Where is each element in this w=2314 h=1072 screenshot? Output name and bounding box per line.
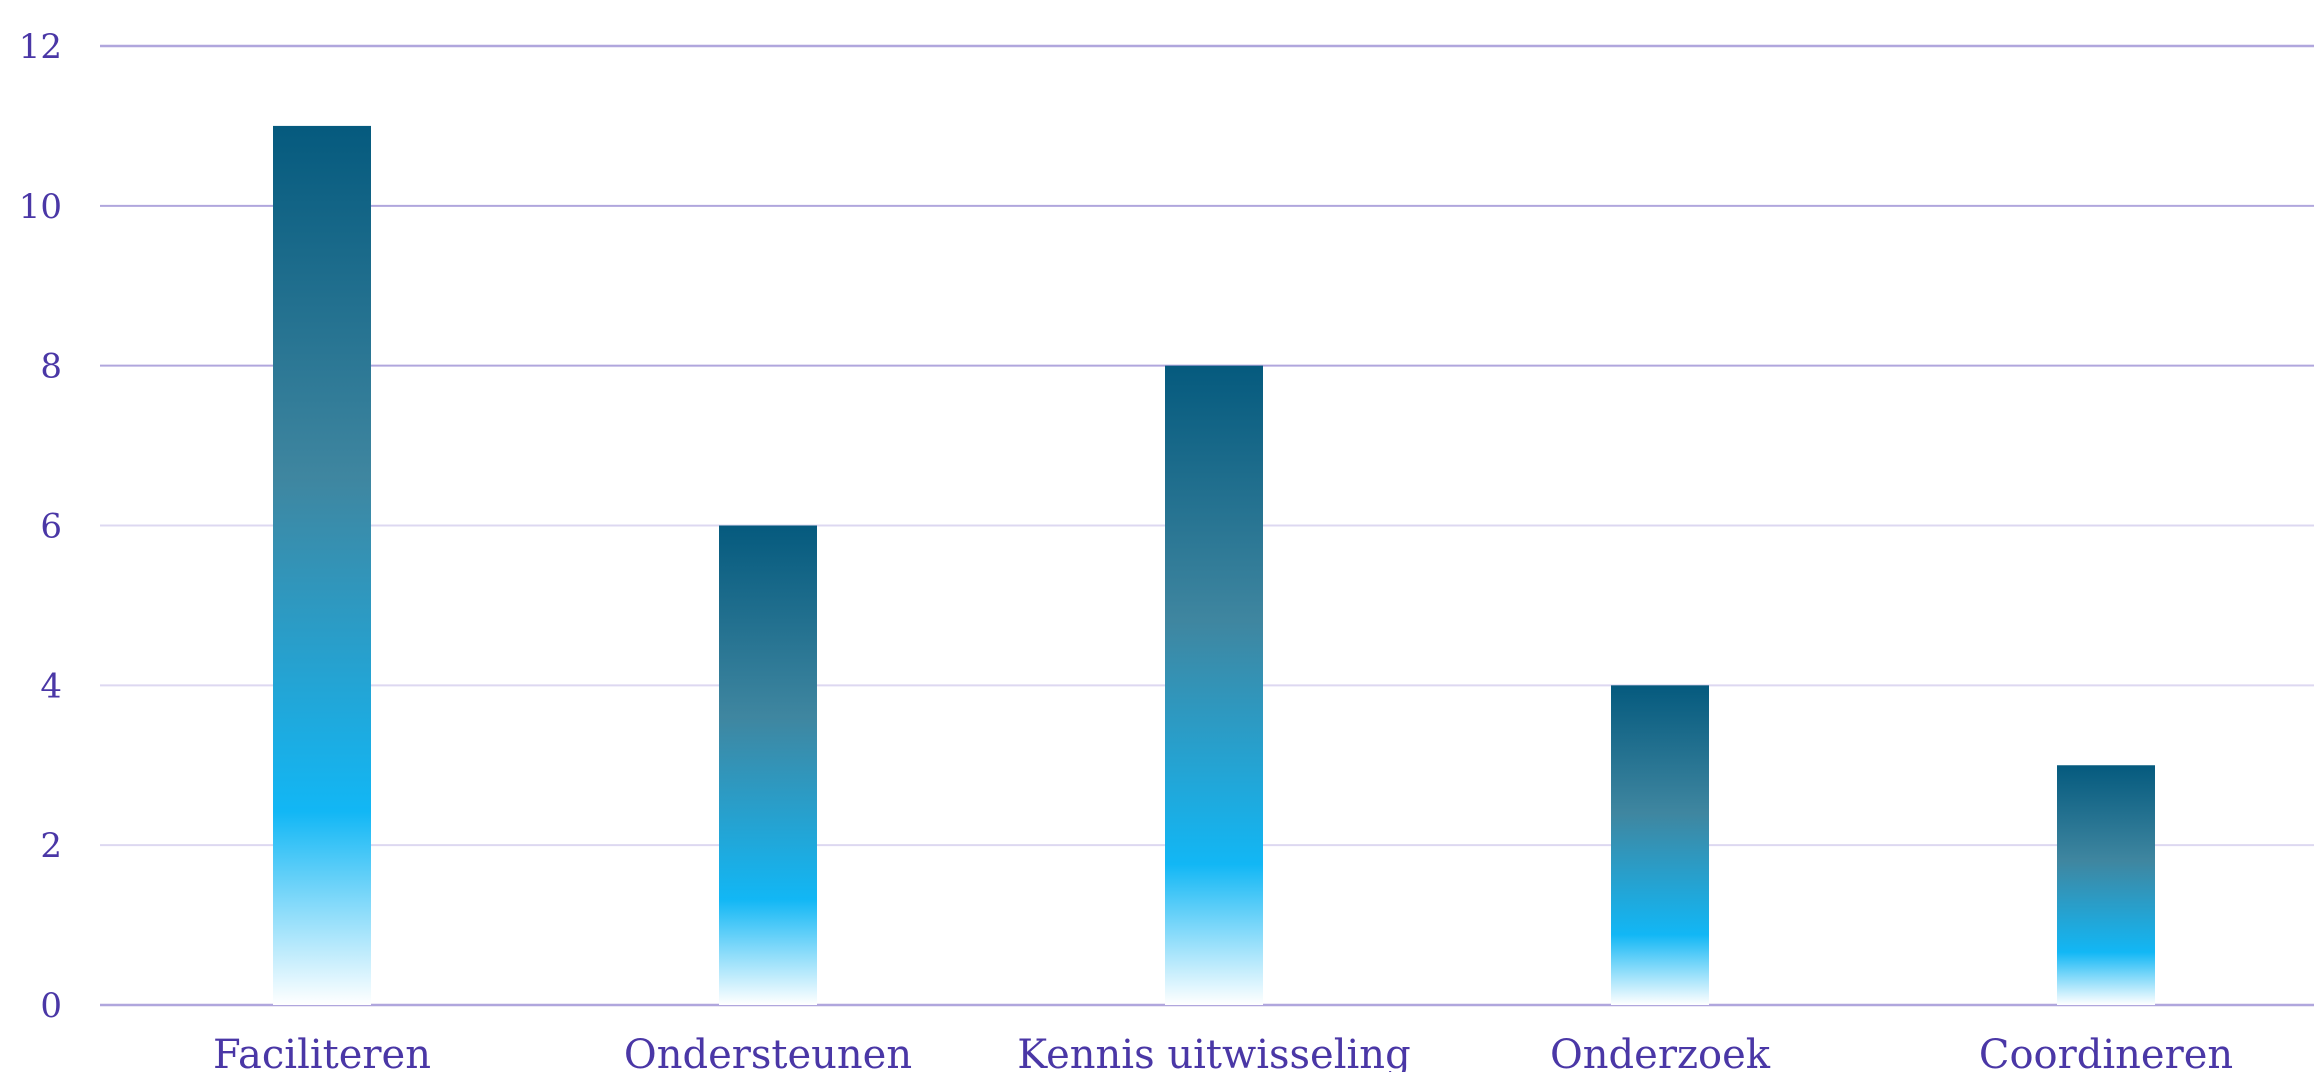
x-category-label: Kennis uitwisseling	[1017, 1032, 1410, 1072]
y-tick-label: 2	[40, 826, 62, 866]
y-tick-label: 8	[40, 347, 62, 387]
y-tick-label: 0	[40, 986, 62, 1026]
x-category-label: Ondersteunen	[624, 1032, 912, 1072]
y-tick-label: 4	[40, 666, 62, 706]
x-category-label: Faciliteren	[213, 1032, 431, 1072]
x-category-label: Coordineren	[1979, 1032, 2233, 1072]
bars	[273, 125, 2155, 1006]
y-tick-label: 10	[19, 187, 62, 227]
x-axis-labels: Faciliteren Ondersteunen Kennis uitwisseli…	[213, 1032, 2233, 1072]
bar-faciliteren	[273, 125, 371, 1005]
x-category-label: Onderzoek	[1550, 1032, 1771, 1072]
y-tick-label: 6	[40, 507, 62, 547]
y-tick-label: 12	[19, 27, 62, 67]
bar-kennis-uitwisseling	[1165, 365, 1263, 1006]
bar-coordineren	[2057, 765, 2155, 1005]
bar-ondersteunen	[719, 525, 817, 1005]
y-axis-ticks: 0 2 4 6 8 10 12	[19, 27, 62, 1026]
bar-onderzoek	[1611, 685, 1709, 1005]
